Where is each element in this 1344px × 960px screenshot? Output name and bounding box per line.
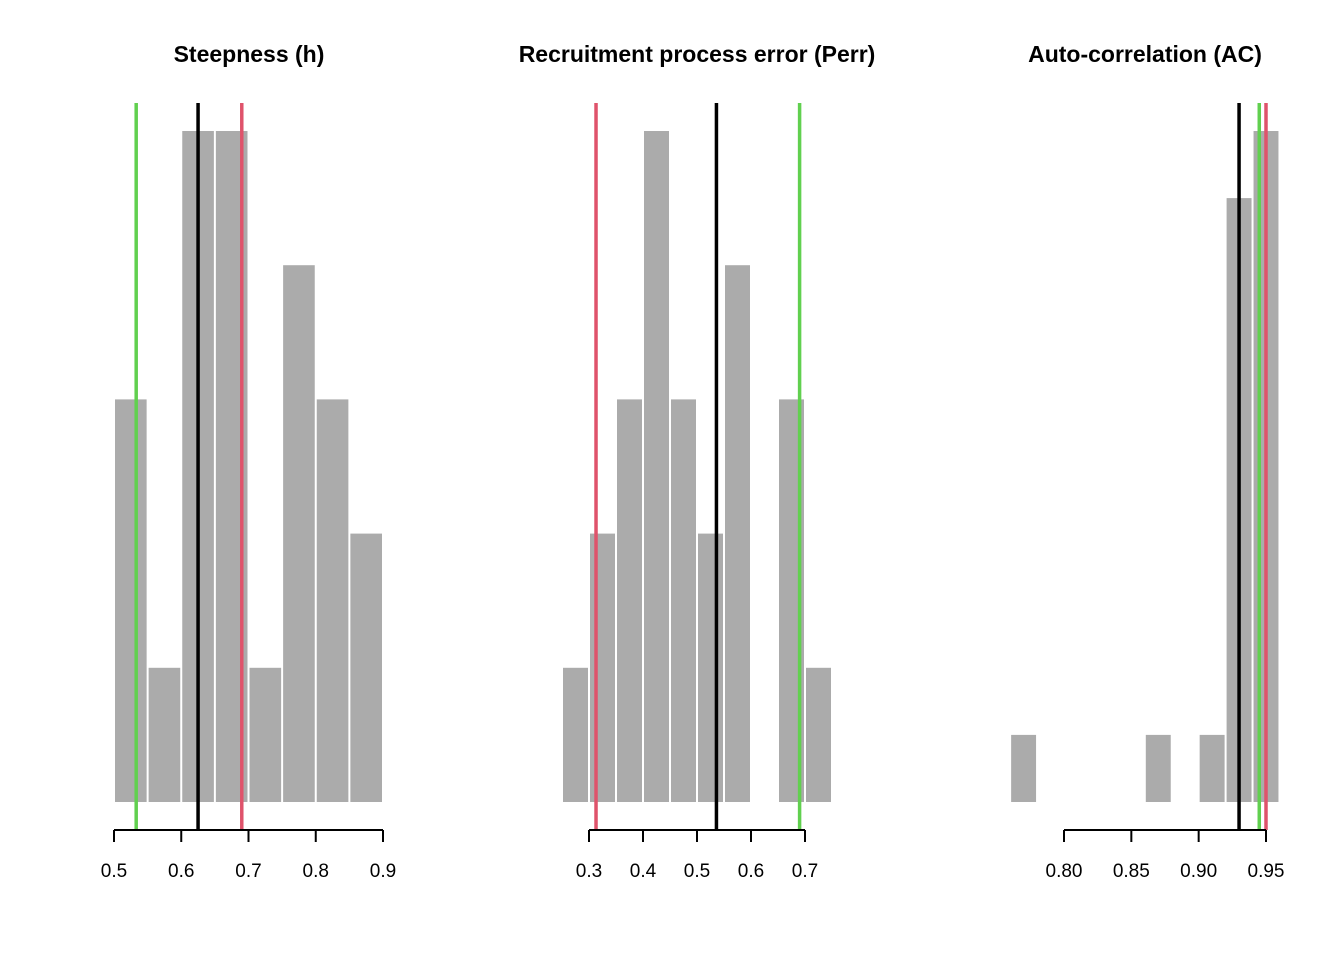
histogram-bar	[115, 399, 147, 802]
histogram-bar	[671, 399, 696, 802]
histogram-bar	[1011, 734, 1037, 802]
panel-title: Recruitment process error (Perr)	[519, 41, 876, 67]
panel-title: Auto-correlation (AC)	[1028, 41, 1262, 67]
x-axis: 0.5 0.6 0.7 0.8 0.9	[101, 829, 396, 882]
histogram-bar	[1145, 734, 1171, 802]
x-tick-label: 0.95	[1248, 861, 1285, 882]
histogram-bar	[698, 533, 723, 802]
histogram-bar	[563, 667, 588, 802]
panel-auto-correlation: Auto-correlation (AC) 0.80 0.85 0.90 0.95	[1011, 41, 1284, 882]
x-tick-label: 0.7	[792, 861, 818, 882]
x-tick-label: 0.3	[576, 861, 602, 882]
histogram-bar	[590, 533, 615, 802]
x-tick-label: 0.8	[303, 861, 329, 882]
histogram-bar	[350, 533, 382, 802]
x-tick-label: 0.80	[1046, 861, 1083, 882]
histogram-bar	[1199, 734, 1225, 802]
histogram-bar	[249, 667, 282, 802]
histogram-bar	[617, 399, 642, 802]
panel-title: Steepness (h)	[174, 41, 325, 67]
x-tick-label: 0.4	[630, 861, 657, 882]
panel-steepness: Steepness (h) 0.5 0.6 0.7 0.8 0.9	[101, 41, 396, 882]
histogram-bar	[644, 131, 669, 802]
panel-recruitment-error: Recruitment process error (Perr) 0.3 0.4 0…	[519, 41, 876, 882]
x-axis: 0.80 0.85 0.90 0.95	[1046, 829, 1285, 882]
x-tick-label: 0.9	[370, 861, 396, 882]
x-tick-label: 0.6	[168, 861, 194, 882]
x-tick-label: 0.5	[684, 861, 710, 882]
histogram-bar	[806, 667, 831, 802]
x-tick-label: 0.90	[1180, 861, 1217, 882]
x-tick-label: 0.7	[235, 861, 261, 882]
x-tick-label: 0.5	[101, 861, 127, 882]
histogram-bar	[283, 265, 315, 802]
histogram-bar	[725, 265, 750, 802]
histogram-bar	[148, 667, 181, 802]
x-axis: 0.3 0.4 0.5 0.6 0.7	[576, 829, 818, 882]
x-tick-label: 0.85	[1113, 861, 1150, 882]
histogram-bar	[316, 399, 349, 802]
x-tick-label: 0.6	[738, 861, 764, 882]
